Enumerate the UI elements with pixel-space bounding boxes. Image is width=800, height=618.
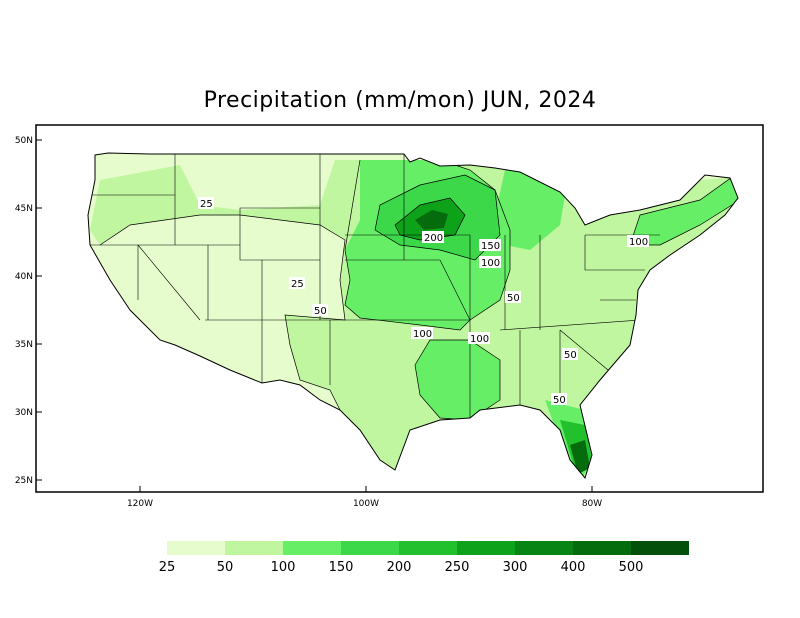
contour-label: 100 (413, 329, 432, 340)
contour-label: 50 (507, 293, 520, 304)
latitude-axis: 50N 45N 40N 35N 30N 25N (15, 136, 42, 486)
longitude-axis: 120W 100W 80W (127, 486, 602, 509)
colorbar-swatch (515, 541, 573, 555)
lat-tick-label: 40N (15, 272, 33, 282)
colorbar: 25 50 100 150 200 250 300 400 500 (159, 541, 689, 575)
colorbar-swatch (573, 541, 631, 555)
colorbar-label: 50 (217, 560, 234, 575)
contour-label: 100 (629, 237, 648, 248)
contour-labels: 25 25 50 50 50 50 100 100 100 100 150 20… (198, 197, 649, 406)
contour-label: 50 (564, 350, 577, 361)
colorbar-swatch (341, 541, 399, 555)
state-boundaries (88, 154, 660, 420)
lon-tick-label: 100W (353, 499, 379, 509)
lat-tick-label: 45N (15, 204, 33, 214)
lat-tick-label: 35N (15, 340, 33, 350)
colorbar-label: 250 (445, 560, 470, 575)
contour-label: 100 (470, 334, 489, 345)
fill-400-500-florida (570, 440, 590, 474)
contour-label: 200 (424, 233, 443, 244)
colorbar-label: 300 (503, 560, 528, 575)
map-title: Precipitation (mm/mon) JUN, 2024 (203, 88, 597, 113)
colorbar-label: 500 (619, 560, 644, 575)
lat-tick-label: 30N (15, 408, 33, 418)
lon-tick-label: 120W (127, 499, 153, 509)
colorbar-swatch (167, 541, 225, 555)
colorbar-swatch (631, 541, 689, 555)
colorbar-label: 25 (159, 560, 176, 575)
colorbar-swatch (457, 541, 515, 555)
fill-400-500 (415, 210, 448, 230)
contour-label: 50 (553, 395, 566, 406)
lon-tick-label: 80W (582, 499, 602, 509)
contour-label: 50 (314, 306, 327, 317)
colorbar-label: 100 (271, 560, 296, 575)
lat-tick-label: 25N (15, 476, 33, 486)
fill-100-150-south (415, 340, 500, 420)
contour-label: 25 (291, 279, 304, 290)
colorbar-swatch (225, 541, 283, 555)
contour-label: 150 (481, 241, 500, 252)
contour-label: 25 (200, 199, 213, 210)
colorbar-swatch (283, 541, 341, 555)
fill-100-150-northeast (630, 175, 738, 245)
colorbar-label: 200 (387, 560, 412, 575)
contour-label: 100 (481, 258, 500, 269)
colorbar-swatch (399, 541, 457, 555)
fill-100-150-great-lakes (495, 170, 565, 250)
colorbar-label: 400 (561, 560, 586, 575)
colorbar-label: 150 (329, 560, 354, 575)
contour-lines (99, 159, 738, 478)
lat-tick-label: 50N (15, 136, 33, 146)
